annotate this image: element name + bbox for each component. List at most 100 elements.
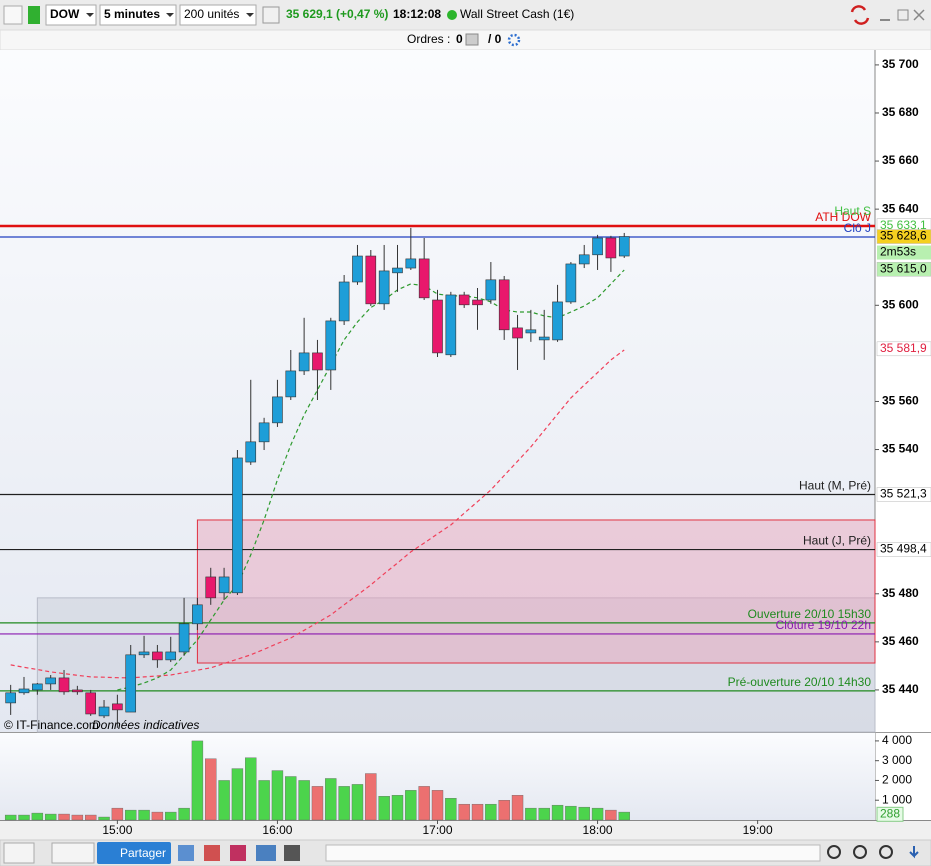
units: 200 unités (184, 7, 239, 21)
volume-bar (165, 811, 177, 821)
volume-bar (138, 809, 150, 821)
watermark: © IT-Finance.com (4, 718, 99, 732)
candle-body (352, 255, 363, 283)
candle-body (5, 692, 16, 704)
volume-bar (511, 795, 524, 821)
countdown-box (877, 245, 931, 260)
volume-bar (245, 757, 257, 821)
tool-icon[interactable] (256, 845, 276, 861)
volume-bar (445, 798, 457, 821)
volume-bar (85, 814, 97, 821)
candle-body (138, 651, 150, 656)
candle-body (605, 237, 617, 259)
dropdown-arrow (86, 13, 94, 17)
indicator-tool[interactable] (51, 842, 95, 864)
order-icon[interactable] (465, 33, 479, 46)
y-tick-label: 35 600 (882, 297, 919, 311)
volume-tag (876, 806, 904, 822)
volume-bar (351, 784, 364, 821)
level-label: Ouverture 20/10 15h30 (748, 607, 872, 621)
volume-bar (178, 807, 190, 821)
candle-body (32, 683, 43, 691)
level-label: Clô J (844, 221, 871, 235)
volume-bar (205, 758, 217, 821)
dropdown-arrow (246, 13, 254, 17)
candle-body (485, 279, 497, 301)
candle-body (72, 689, 83, 693)
volume-bar (391, 795, 404, 821)
candle-body (578, 254, 590, 265)
moving-average (10, 349, 625, 679)
volume-bar (578, 806, 590, 821)
share-button[interactable] (97, 842, 171, 864)
info-icon[interactable] (262, 6, 280, 24)
chart-icon[interactable] (3, 5, 23, 25)
volume-bar (191, 740, 204, 821)
tool-icon[interactable] (178, 845, 194, 861)
level-label: Haut (M, Pré) (799, 479, 871, 493)
price-tag (876, 487, 931, 502)
volume-bar (285, 776, 297, 821)
volume-bar (4, 814, 17, 821)
refresh-icon[interactable] (850, 5, 870, 25)
quote: 35 629,1 (+0,47 %) (286, 7, 388, 21)
draw-tool[interactable] (3, 842, 35, 864)
candle-body (178, 623, 190, 653)
volume-bar (271, 770, 284, 821)
settings-icon[interactable] (507, 33, 521, 47)
plot-area (0, 50, 875, 732)
y-tick-label: 35 640 (882, 201, 919, 215)
scroll-end[interactable] (909, 846, 919, 859)
price-tag-label: 35 633,1 (880, 218, 927, 232)
y-tick-label: 35 540 (882, 442, 919, 456)
volume-bar (618, 811, 630, 821)
candle-body (258, 422, 270, 443)
tool-icon[interactable] (230, 845, 246, 861)
countdown: 2m53s (880, 245, 916, 259)
volume-bar (378, 796, 390, 821)
market-status (447, 10, 457, 20)
y-tick-label: 35 700 (882, 57, 919, 71)
zoom-out[interactable] (853, 845, 867, 859)
candle-body (192, 604, 203, 625)
y-tick-label: 35 440 (882, 682, 919, 696)
tool-icon[interactable] (204, 845, 220, 861)
toggle-icon[interactable] (28, 6, 40, 24)
volume-bar (525, 807, 537, 821)
candle-body (272, 396, 283, 424)
candle-body (365, 255, 377, 305)
level-label: Haut (J, Pré) (803, 534, 871, 548)
candle-body (85, 692, 97, 715)
market: Wall Street Cash (1€) (460, 7, 574, 21)
volume-bar (44, 813, 57, 821)
x-tick-label: 18:00 (583, 823, 613, 837)
zoom-in[interactable] (879, 845, 893, 859)
level-label: Haut S (834, 204, 871, 218)
period-select[interactable] (99, 4, 177, 26)
tool-icon[interactable] (284, 845, 300, 861)
candle-body (445, 294, 457, 356)
volume-bar (311, 786, 324, 821)
symbol-select[interactable] (45, 4, 97, 26)
level-label: Pré-ouverture 20/10 14h30 (728, 675, 872, 689)
volume-bar (98, 816, 110, 821)
orders-buy: 0 (456, 32, 463, 46)
candle-body (432, 299, 443, 354)
candle-body (418, 258, 430, 299)
price-tag-label: 35 615,0 (880, 261, 927, 275)
maximize[interactable] (897, 9, 909, 21)
moving-average (117, 269, 625, 691)
y-tick-label: 35 680 (882, 105, 919, 119)
x-tick-label: 15:00 (102, 823, 132, 837)
candle-body (285, 370, 297, 398)
candle-body (378, 270, 390, 305)
volume-bar (471, 803, 484, 821)
zoom-fit[interactable] (827, 845, 841, 859)
y-tick-label: 35 460 (882, 634, 919, 648)
close[interactable] (913, 9, 925, 21)
volume-bar (125, 809, 137, 821)
scrollbar[interactable] (325, 844, 821, 862)
units-select[interactable] (179, 4, 257, 26)
